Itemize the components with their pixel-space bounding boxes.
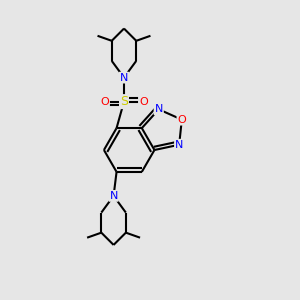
Text: O: O (177, 115, 186, 124)
Text: S: S (120, 95, 128, 108)
Text: N: N (175, 140, 183, 150)
Text: O: O (100, 97, 109, 106)
Text: O: O (139, 97, 148, 106)
Text: N: N (120, 73, 128, 82)
Text: N: N (154, 104, 163, 114)
Text: N: N (110, 191, 118, 201)
